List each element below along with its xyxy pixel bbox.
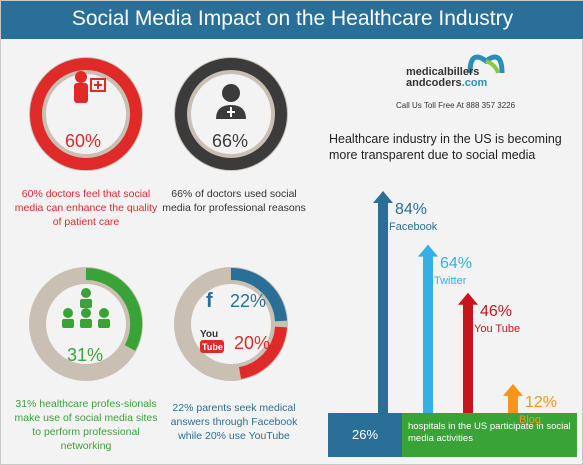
logo-line2: andcoders xyxy=(406,77,462,89)
logo-area: medicalbillers andcoders.com Call Us Tol… xyxy=(386,45,576,115)
donut-parents: f You Tube 22% 20% xyxy=(166,259,296,389)
network-people-icon xyxy=(62,288,110,328)
logo-text: medicalbillers andcoders.com xyxy=(406,66,488,89)
doctor-first-aid-icon xyxy=(74,71,106,103)
donut-ring xyxy=(29,57,143,171)
parents-caption: 22% parents seek medical answers through… xyxy=(170,402,298,442)
professionals-pct: 31% xyxy=(67,345,104,365)
page-title: Social Media Impact on the Healthcare In… xyxy=(71,7,514,30)
doctors-enhance-pct: 60% xyxy=(65,131,102,151)
youtube-icon: You Tube xyxy=(200,329,224,353)
doctors-enhance-caption: 60% doctors feel that social media can e… xyxy=(14,188,158,228)
bar-value-label: 46% xyxy=(480,302,513,320)
toll-free-number: Call Us Toll Free At 888 357 3226 xyxy=(396,101,516,110)
logo-suffix: .com xyxy=(461,77,488,89)
svg-text:You: You xyxy=(200,329,218,340)
youtube-pct: 20% xyxy=(234,333,271,353)
bar-category-label: You Tube xyxy=(474,322,521,335)
donut-doctors-used: 66% xyxy=(166,49,296,179)
bar-category-label: Twitter xyxy=(434,274,467,287)
hospitals-pct: 26% xyxy=(328,413,402,457)
transparency-headline: Healthcare industry in the US is becomin… xyxy=(329,132,562,162)
bar-value-label: 12% xyxy=(525,393,558,411)
bar-facebook xyxy=(373,191,393,416)
bar-value-label: 84% xyxy=(395,201,428,218)
header-bar: Social Media Impact on the Healthcare In… xyxy=(1,1,583,39)
bar-you-tube xyxy=(458,292,478,416)
svg-text:Tube: Tube xyxy=(202,342,223,352)
doctor-icon xyxy=(216,84,246,119)
professionals-caption: 31% healthcare profes-sionals make use o… xyxy=(14,398,158,452)
doctors-used-pct: 66% xyxy=(212,131,249,151)
donut-professionals: 31% xyxy=(21,259,151,389)
donut-ring: f You Tube xyxy=(174,267,288,381)
donut-doctors-enhance: 60% xyxy=(21,49,151,179)
bar-blog xyxy=(503,383,523,416)
bar-category-label: Facebook xyxy=(389,221,438,233)
facebook-pct: 22% xyxy=(230,291,267,311)
logo-mark-icon xyxy=(467,54,505,74)
svg-text:f: f xyxy=(206,290,213,312)
arrow-bar-chart xyxy=(373,191,523,416)
hospitals-text: hospitals in the US participate in socia… xyxy=(402,413,577,457)
donut-ring xyxy=(29,267,143,381)
bar-value-label: 64% xyxy=(440,254,473,272)
bar-twitter xyxy=(418,244,438,416)
facebook-icon: f xyxy=(206,290,213,312)
doctors-used-caption: 66% of doctors used social media for pro… xyxy=(162,188,306,214)
bar-category-label: Blog xyxy=(519,413,542,426)
donut-ring xyxy=(174,57,288,171)
